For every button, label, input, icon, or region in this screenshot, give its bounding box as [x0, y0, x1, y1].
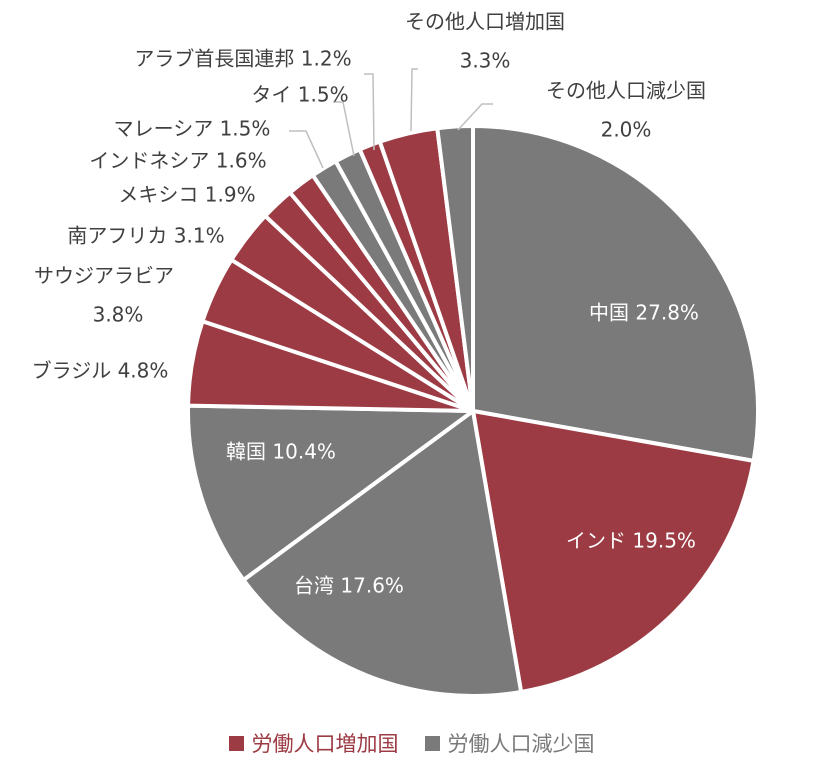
- slice-label: インドネシア 1.6%: [89, 149, 266, 173]
- pie-slice: [471, 409, 756, 694]
- slice-label: メキシコ 1.9%: [118, 183, 255, 207]
- leader-line: [457, 103, 493, 131]
- chart-legend: 労働人口増加国 労働人口減少国: [0, 727, 823, 759]
- slice-label: マレーシア 1.5%: [114, 117, 271, 141]
- pie-slice: [241, 409, 524, 698]
- slice-label: サウジアラビア: [34, 264, 174, 288]
- slice-label: アラブ首長国連邦 1.2%: [134, 47, 351, 71]
- leader-line: [364, 73, 375, 151]
- legend-label-increase: 労働人口増加国: [251, 732, 399, 756]
- pie-slice: [186, 403, 475, 582]
- slice-label: その他人口増加国: [405, 10, 565, 34]
- slice-label: タイ 1.5%: [251, 83, 348, 107]
- slice-label: 台湾 17.6%: [294, 574, 404, 598]
- pie-chart: 中国 27.8% インド 19.5% 台湾 17.6% 韓国 10.4% ブラジル 4.…: [32, 10, 760, 698]
- pie-slice: [471, 124, 760, 463]
- legend-swatch-increase: [228, 735, 244, 751]
- slice-label: 南アフリカ 3.1%: [67, 224, 224, 248]
- slice-label: インド 19.5%: [566, 529, 696, 553]
- leader-line: [333, 101, 355, 157]
- leader-line: [410, 68, 418, 132]
- slice-label: 中国 27.8%: [589, 301, 699, 325]
- leader-line: [289, 130, 324, 169]
- slice-label: その他人口減少国: [546, 79, 706, 103]
- legend-swatch-decrease: [424, 735, 440, 751]
- slice-label: 韓国 10.4%: [226, 440, 336, 464]
- slice-value-label: 3.8%: [93, 303, 144, 327]
- legend-item-decrease: 労働人口減少国: [424, 728, 595, 758]
- slice-value-label: 2.0%: [601, 118, 652, 142]
- slice-value-label: 3.3%: [460, 49, 511, 73]
- slice-label: ブラジル 4.8%: [32, 359, 169, 383]
- legend-label-decrease: 労働人口減少国: [447, 732, 595, 756]
- legend-item-increase: 労働人口増加国: [228, 728, 399, 758]
- pie-slice: [435, 124, 475, 413]
